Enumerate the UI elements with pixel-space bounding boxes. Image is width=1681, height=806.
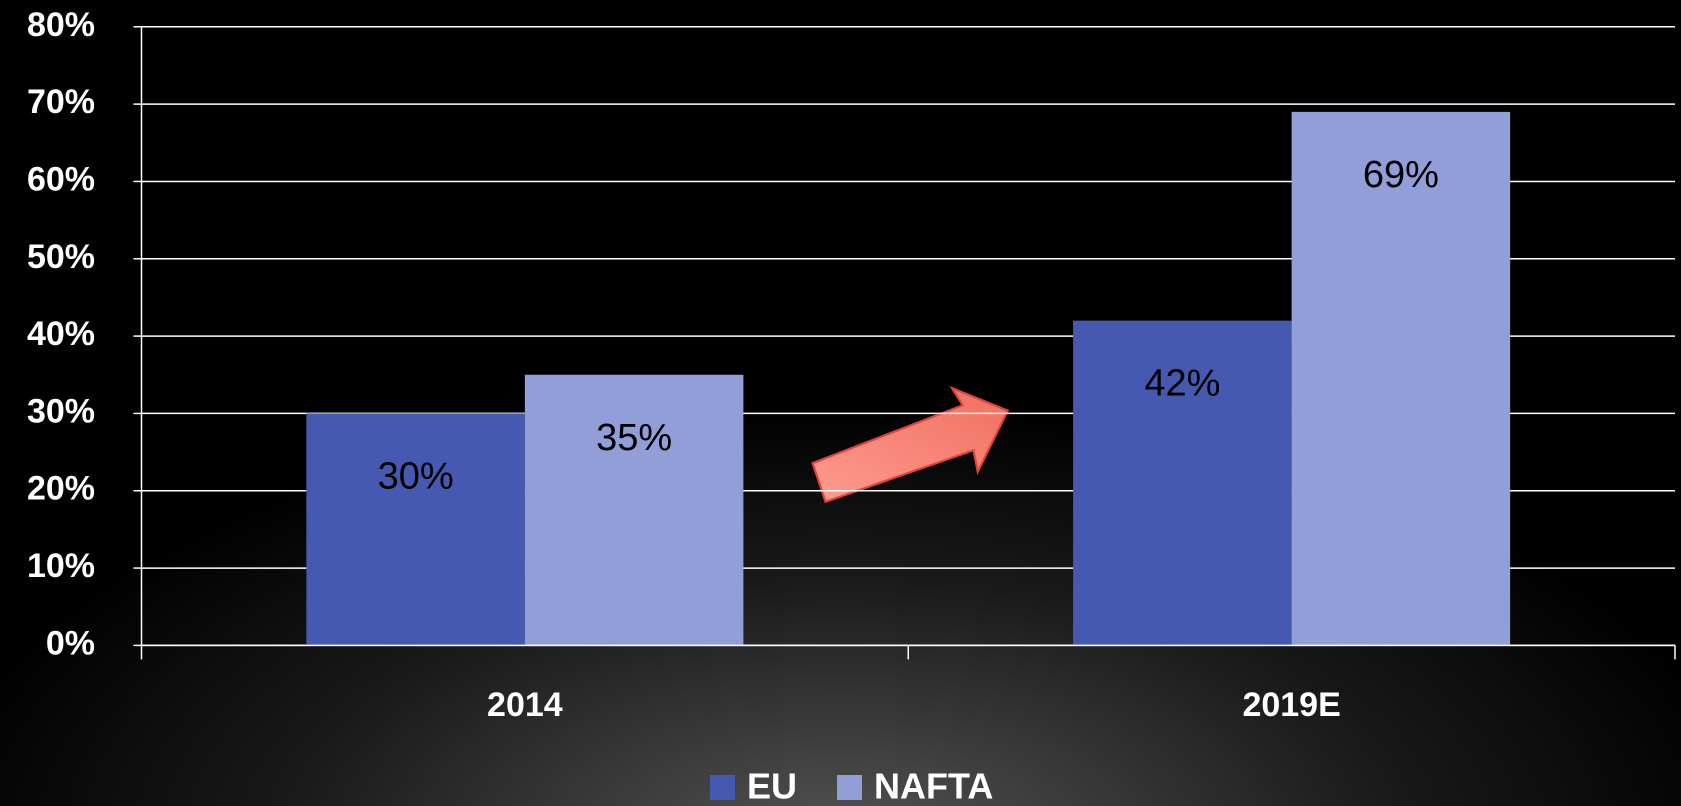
trend-arrow	[811, 385, 1010, 504]
y-tick-label: 50%	[27, 238, 95, 276]
y-tick-label: 0%	[46, 624, 95, 662]
bar	[1073, 320, 1292, 646]
legend-swatch	[710, 775, 735, 800]
arrow-group	[811, 385, 1010, 504]
y-tick-label: 80%	[27, 6, 95, 44]
y-tick-label: 10%	[27, 547, 95, 585]
x-tick-label: 2014	[487, 686, 563, 724]
y-tick-label: 20%	[27, 470, 95, 508]
data-label: 35%	[596, 417, 672, 459]
bar	[306, 413, 525, 646]
y-tick-label: 30%	[27, 392, 95, 430]
bar	[524, 374, 744, 646]
legend-swatch	[837, 775, 863, 800]
data-label: 69%	[1363, 154, 1439, 196]
y-tick-label: 70%	[27, 83, 95, 121]
x-tick-label: 2019E	[1242, 686, 1340, 724]
y-tick-label: 60%	[27, 160, 95, 198]
legend-label: EU	[747, 766, 797, 806]
legend-label: NAFTA	[874, 766, 993, 806]
y-tick-label: 40%	[27, 315, 95, 353]
bar	[1291, 111, 1511, 646]
data-label: 30%	[378, 455, 454, 497]
data-label: 42%	[1144, 363, 1220, 405]
